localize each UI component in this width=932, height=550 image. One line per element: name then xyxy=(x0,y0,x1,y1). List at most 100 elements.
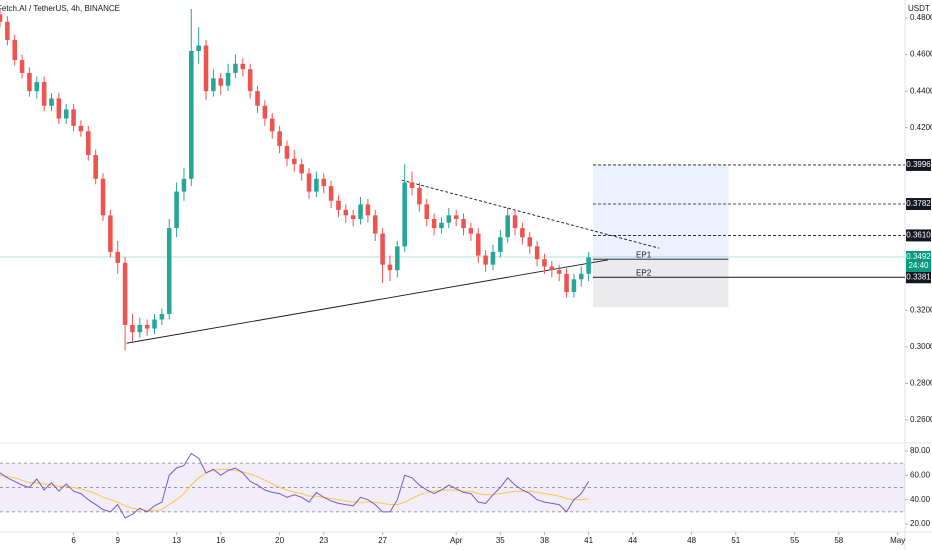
candle-body xyxy=(108,215,113,252)
x-tick-label: 20 xyxy=(275,536,284,545)
x-tick-label: 38 xyxy=(540,536,549,545)
candle-body xyxy=(498,237,503,252)
candle-body xyxy=(431,218,437,229)
candle-body xyxy=(328,186,334,201)
candle-body xyxy=(321,178,327,187)
x-tick-label: 51 xyxy=(731,536,740,545)
entry-label-box xyxy=(906,271,931,284)
candle-body xyxy=(512,215,518,229)
candle-body xyxy=(247,69,253,92)
x-tick-label: 48 xyxy=(687,536,696,545)
candle-body xyxy=(122,262,128,325)
candle-body xyxy=(475,233,481,256)
candle-body xyxy=(240,63,246,70)
candle-body xyxy=(549,266,555,271)
candle-body xyxy=(564,273,569,293)
candle-body xyxy=(527,237,533,247)
candle-body xyxy=(269,118,275,132)
candle-body xyxy=(284,145,290,159)
x-tick-label: May xyxy=(890,536,905,545)
candle-body xyxy=(490,251,496,265)
current-price-label: 0.3492 xyxy=(906,252,931,261)
candle-body xyxy=(372,215,378,234)
candle-body xyxy=(12,40,17,61)
candle-body xyxy=(395,246,400,271)
target-zone xyxy=(593,164,729,260)
candle-body xyxy=(137,324,143,333)
candle-body xyxy=(225,72,231,86)
candle-body xyxy=(402,182,407,247)
candle-body xyxy=(350,215,356,219)
x-tick-label: 16 xyxy=(216,536,225,545)
rsi-line xyxy=(0,452,590,519)
quote-currency: USDT xyxy=(908,4,930,13)
x-tick-label: 27 xyxy=(378,536,387,545)
x-tick-label: Apr xyxy=(450,536,463,545)
x-tick-label: 13 xyxy=(172,536,181,545)
level-label: 0.3610 xyxy=(906,231,931,240)
candle-body xyxy=(63,109,69,119)
x-tick-label: 58 xyxy=(834,536,843,545)
candle-body xyxy=(100,178,106,216)
level-label: 0.3782 xyxy=(906,199,931,208)
x-tick-label: 41 xyxy=(584,536,593,545)
candle-body xyxy=(343,209,349,216)
entry-axis-label: 0.3381 xyxy=(906,272,931,281)
candle-body xyxy=(196,45,201,51)
x-tick-label: 6 xyxy=(71,536,76,545)
candle-body xyxy=(211,78,216,92)
x-tick-label: 44 xyxy=(628,536,637,545)
candle-body xyxy=(86,131,91,156)
candle-body xyxy=(78,125,84,132)
candle-body xyxy=(299,164,304,174)
candle-body xyxy=(483,255,488,265)
candle-body xyxy=(468,228,474,234)
candle-body xyxy=(255,91,260,106)
candle-body xyxy=(277,131,282,146)
candle-body xyxy=(336,200,341,210)
entry-label: EP2 xyxy=(636,268,652,277)
candle-body xyxy=(34,82,40,92)
candle-body xyxy=(409,182,415,188)
x-tick-label: 23 xyxy=(319,536,328,545)
candle-body xyxy=(446,215,452,223)
candle-body xyxy=(556,270,562,274)
countdown-label: 24:40 xyxy=(908,261,929,270)
x-tick-label: 35 xyxy=(496,536,505,545)
candle-body xyxy=(365,204,371,216)
level-label-box xyxy=(906,198,931,211)
rsi-tick-label: 80.00 xyxy=(910,446,931,455)
candle-body xyxy=(49,98,54,106)
candle-body xyxy=(19,60,25,73)
candle-body xyxy=(453,215,459,219)
candle-body xyxy=(505,215,510,238)
x-tick-label: 55 xyxy=(790,536,799,545)
candle-body xyxy=(0,14,3,22)
candle-body xyxy=(520,228,525,238)
candle-body xyxy=(115,251,121,263)
rsi-tick-label: 20.00 xyxy=(910,519,931,528)
candle-body xyxy=(218,78,224,86)
entry-label: EP1 xyxy=(636,250,652,259)
rsi-ma-line xyxy=(0,468,589,512)
candle-body xyxy=(27,72,32,92)
x-tick-label: 9 xyxy=(115,536,120,545)
level-label: 0.3996 xyxy=(906,160,931,169)
candle-body xyxy=(306,173,312,192)
trendline xyxy=(126,259,608,344)
candle-body xyxy=(93,155,98,179)
candle-body xyxy=(417,187,422,205)
level-label-box xyxy=(906,229,931,242)
rsi-tick-label: 40.00 xyxy=(910,495,931,504)
candle-body xyxy=(358,204,363,219)
candle-body xyxy=(262,105,268,119)
current-price-box xyxy=(906,250,931,272)
